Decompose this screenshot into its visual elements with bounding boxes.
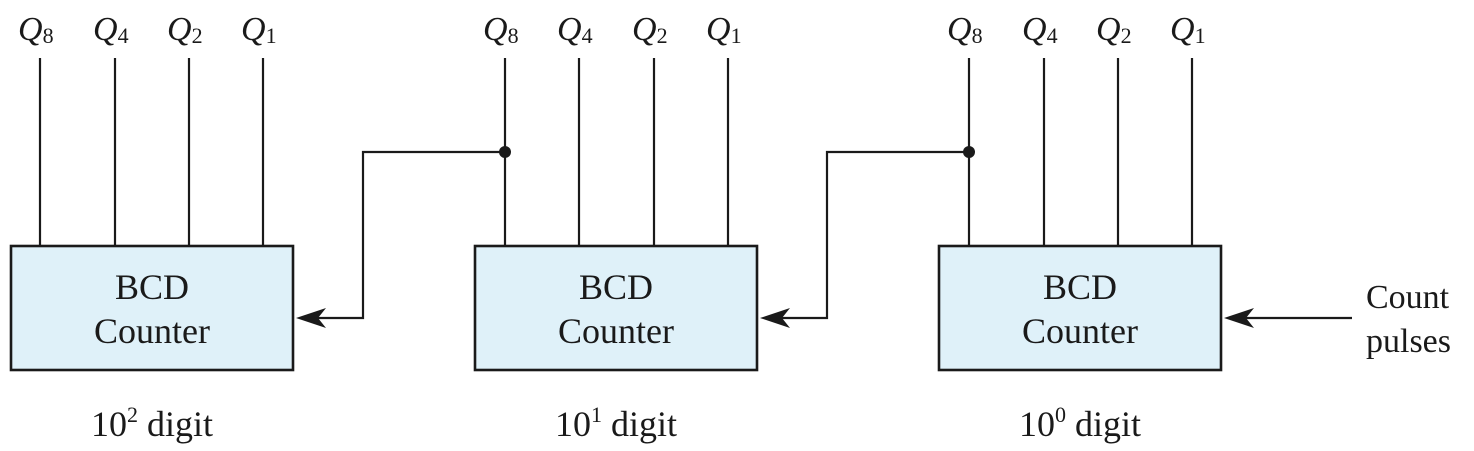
output-label-q8: Q8 bbox=[947, 11, 983, 48]
carry-wire bbox=[782, 150, 969, 320]
counter-label-line1: BCD bbox=[1043, 267, 1117, 307]
counter-tens: Q8 Q4 Q2 Q1 BCD Counter 101 digit bbox=[473, 11, 759, 444]
counter-label-line2: Counter bbox=[558, 311, 674, 351]
carry-units-to-tens bbox=[760, 146, 975, 328]
carry-wire bbox=[318, 150, 505, 320]
counter-units: Q8 Q4 Q2 Q1 BCD Counter 100 digit bbox=[937, 11, 1223, 444]
output-label-q4: Q4 bbox=[93, 11, 129, 48]
output-label-q2: Q2 bbox=[167, 11, 203, 48]
output-label-q1: Q1 bbox=[241, 11, 277, 48]
output-label-q2: Q2 bbox=[1096, 11, 1132, 48]
arrowhead-icon bbox=[760, 308, 790, 328]
output-label-q4: Q4 bbox=[557, 11, 593, 48]
output-label-q1: Q1 bbox=[706, 11, 742, 48]
output-label-q4: Q4 bbox=[1022, 11, 1058, 48]
input-label-line2: pulses bbox=[1366, 323, 1451, 360]
counter-box bbox=[937, 244, 1223, 372]
counter-label-line2: Counter bbox=[94, 311, 210, 351]
count-pulses-input: Count pulses bbox=[1224, 279, 1451, 360]
counter-box bbox=[9, 244, 295, 372]
counter-box bbox=[473, 244, 759, 372]
arrowhead-icon bbox=[296, 308, 326, 328]
junction-dot bbox=[963, 146, 975, 158]
counter-label-line1: BCD bbox=[115, 267, 189, 307]
carry-tens-to-hundreds bbox=[296, 146, 511, 328]
counter-label-line2: Counter bbox=[1022, 311, 1138, 351]
output-label-q8: Q8 bbox=[18, 11, 54, 48]
output-label-q2: Q2 bbox=[632, 11, 668, 48]
counter-label-line1: BCD bbox=[579, 267, 653, 307]
arrowhead-icon bbox=[1224, 308, 1254, 328]
junction-dot bbox=[499, 146, 511, 158]
counter-hundreds: Q8 Q4 Q2 Q1 BCD Counter 102 digit bbox=[9, 11, 295, 444]
digit-label: 102 digit bbox=[91, 402, 213, 444]
input-label-line1: Count bbox=[1366, 279, 1450, 316]
output-label-q8: Q8 bbox=[483, 11, 519, 48]
digit-label: 101 digit bbox=[555, 402, 677, 444]
digit-label: 100 digit bbox=[1019, 402, 1141, 444]
output-label-q1: Q1 bbox=[1170, 11, 1206, 48]
